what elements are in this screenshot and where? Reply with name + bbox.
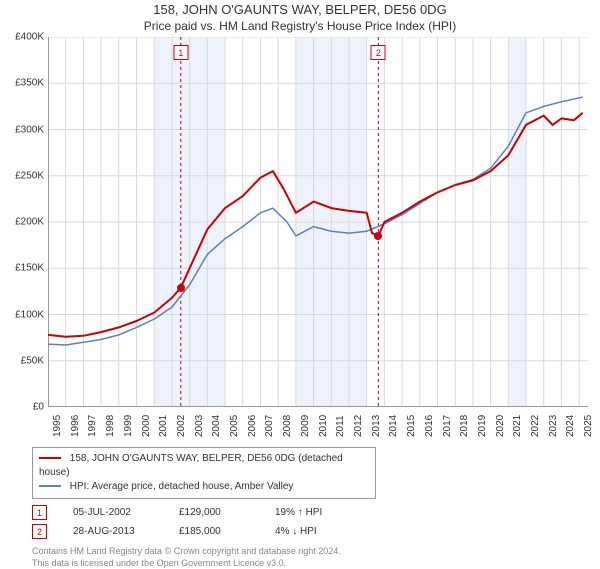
footnote-line: This data is licensed under the Open Gov… [32, 557, 600, 569]
y-tick-label: £350K [4, 78, 44, 89]
x-tick-label: 2003 [194, 415, 205, 437]
x-tick-label: 2001 [158, 415, 169, 437]
x-tick-label: 2023 [548, 415, 559, 437]
y-tick-label: £0 [4, 402, 44, 413]
sale-row: 1 05-JUL-2002 £129,000 19% ↑ HPI [32, 505, 600, 520]
x-tick-label: 2009 [300, 415, 311, 437]
x-tick-label: 2004 [211, 415, 222, 437]
sale-marker-2: 2 [32, 524, 47, 539]
x-tick-label: 1999 [123, 415, 134, 437]
x-tick-label: 2021 [512, 415, 523, 437]
legend-item-property: 158, JOHN O'GAUNTS WAY, BELPER, DE56 0DG… [39, 452, 369, 480]
x-tick-label: 1997 [87, 415, 98, 437]
x-tick-label: 1998 [105, 415, 116, 437]
legend-swatch-hpi [39, 485, 61, 487]
legend-item-hpi: HPI: Average price, detached house, Ambe… [39, 480, 369, 494]
y-tick-label: £400K [4, 32, 44, 43]
sale-dot [177, 284, 185, 292]
legend-label-hpi: HPI: Average price, detached house, Ambe… [70, 481, 294, 492]
y-tick-label: £300K [4, 124, 44, 135]
y-tick-label: £250K [4, 170, 44, 181]
x-tick-label: 2005 [229, 415, 240, 437]
sale-price: £185,000 [179, 526, 249, 537]
y-tick-label: £100K [4, 309, 44, 320]
legend-label-property: 158, JOHN O'GAUNTS WAY, BELPER, DE56 0DG… [39, 453, 343, 478]
y-tick-label: £50K [4, 355, 44, 366]
x-tick-label: 2000 [141, 415, 152, 437]
x-tick-label: 2020 [495, 415, 506, 437]
sale-date: 05-JUL-2002 [73, 507, 153, 518]
x-tick-label: 2008 [282, 415, 293, 437]
sale-marker-1: 1 [32, 505, 47, 520]
x-tick-label: 2006 [247, 415, 258, 437]
x-tick-label: 2022 [530, 415, 541, 437]
footnote-line: Contains HM Land Registry data © Crown c… [32, 545, 600, 557]
x-tick-label: 2011 [335, 415, 346, 437]
x-tick-label: 2016 [424, 415, 435, 437]
x-tick-label: 1996 [70, 415, 81, 437]
sale-row: 2 28-AUG-2013 £185,000 4% ↓ HPI [32, 524, 600, 539]
sale-flag: 1 [173, 45, 188, 60]
x-tick-label: 1995 [52, 415, 63, 437]
sale-price: £129,000 [179, 507, 249, 518]
x-tick-label: 2019 [477, 415, 488, 437]
sale-date: 28-AUG-2013 [73, 526, 153, 537]
x-tick-label: 2012 [353, 415, 364, 437]
x-tick-label: 2002 [176, 415, 187, 437]
sale-vs-hpi: 4% ↓ HPI [275, 526, 317, 537]
x-tick-label: 2010 [318, 415, 329, 437]
sale-events: 1 05-JUL-2002 £129,000 19% ↑ HPI 2 28-AU… [32, 505, 600, 539]
page-subtitle: Price paid vs. HM Land Registry's House … [0, 19, 600, 33]
footnote: Contains HM Land Registry data © Crown c… [32, 545, 600, 569]
sale-dot [374, 232, 382, 240]
x-tick-label: 2025 [583, 415, 594, 437]
x-tick-label: 2015 [406, 415, 417, 437]
y-tick-label: £200K [4, 217, 44, 228]
price-chart: £0£50K£100K£150K£200K£250K£300K£350K£400… [48, 37, 588, 407]
legend: 158, JOHN O'GAUNTS WAY, BELPER, DE56 0DG… [32, 447, 376, 499]
x-tick-label: 2013 [371, 415, 382, 437]
sale-vs-hpi: 19% ↑ HPI [275, 507, 322, 518]
y-tick-label: £150K [4, 263, 44, 274]
x-tick-label: 2017 [442, 415, 453, 437]
x-axis-labels: 1995 1996 1997 1998 1999 2000 2001 2002 2003 2004… [48, 407, 588, 445]
legend-swatch-property [39, 457, 61, 459]
page-title: 158, JOHN O'GAUNTS WAY, BELPER, DE56 0DG [0, 2, 600, 17]
x-tick-label: 2024 [565, 415, 576, 437]
x-tick-label: 2007 [264, 415, 275, 437]
sale-flag: 2 [371, 45, 386, 60]
x-tick-label: 2018 [459, 415, 470, 437]
x-tick-label: 2014 [388, 415, 399, 437]
